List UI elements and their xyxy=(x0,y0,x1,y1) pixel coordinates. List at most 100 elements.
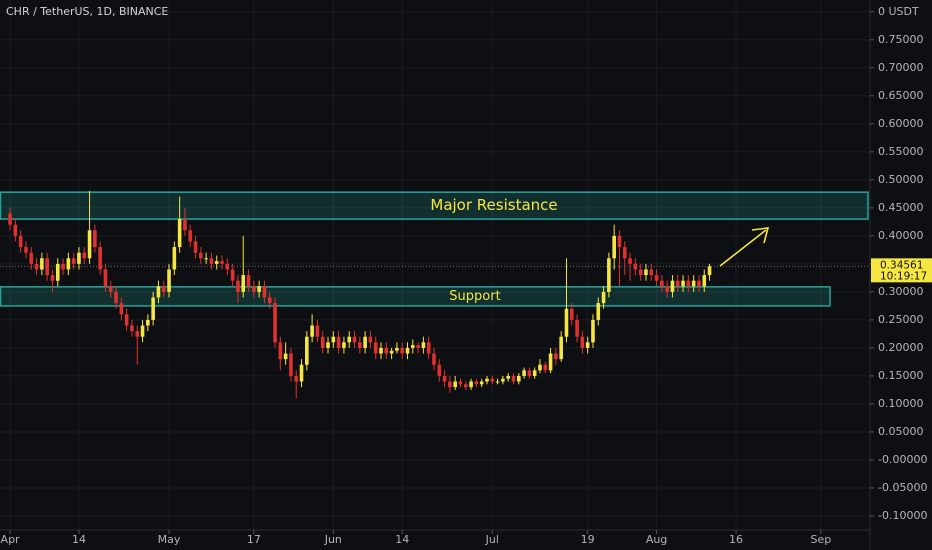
candle-body xyxy=(66,258,71,270)
y-tick-label: -0.05000 xyxy=(878,481,927,494)
candle-body xyxy=(161,286,166,292)
candle-body xyxy=(384,347,389,354)
candle-body xyxy=(230,269,235,281)
candle-body xyxy=(262,286,267,298)
candle-body xyxy=(607,258,611,292)
candle-body xyxy=(506,375,510,379)
arrow xyxy=(719,227,770,267)
candle-body xyxy=(532,370,537,376)
y-tick-label: 0.30000 xyxy=(878,285,924,298)
candle-body xyxy=(490,378,495,382)
candle-body xyxy=(649,269,654,276)
candle-body xyxy=(151,297,155,320)
candle-body xyxy=(686,280,691,287)
candle-body xyxy=(98,247,102,270)
candle-body xyxy=(601,291,606,304)
candle-body xyxy=(400,347,405,354)
candle-body xyxy=(368,336,373,343)
candle-body xyxy=(199,252,203,259)
candle-body xyxy=(363,336,367,348)
zone-label: Support xyxy=(449,289,500,304)
candle-body xyxy=(681,280,685,287)
candle-body xyxy=(522,370,526,376)
candle-body xyxy=(8,213,12,225)
candle-body xyxy=(564,308,569,337)
x-tick-label: 14 xyxy=(395,533,409,546)
candle-body xyxy=(193,241,198,253)
candle-body xyxy=(352,336,357,343)
candle-body xyxy=(299,364,304,382)
y-tick-label: 0.10000 xyxy=(878,397,924,410)
x-tick-label: Aug xyxy=(646,533,667,546)
candle-body xyxy=(267,297,272,304)
candle-body xyxy=(103,269,108,287)
candle-body xyxy=(40,258,44,270)
candle-body xyxy=(463,384,468,388)
candle-body xyxy=(411,345,415,348)
zone xyxy=(0,191,869,220)
y-tick-label: 0.20000 xyxy=(878,341,924,354)
candle-body xyxy=(93,230,97,248)
price-box-label: 0.34561 xyxy=(880,259,923,271)
candle-body xyxy=(702,275,707,287)
candle-body xyxy=(474,381,479,385)
candle-body xyxy=(34,263,39,270)
price-box-countdown: 10:19:17 xyxy=(880,270,927,282)
candle-body xyxy=(188,230,193,242)
x-tick-label: 16 xyxy=(729,533,743,546)
zone-label: Major Resistance xyxy=(430,196,557,214)
candle-body xyxy=(697,280,701,287)
candle-body xyxy=(596,303,601,320)
candle-body xyxy=(257,286,261,292)
candle-body xyxy=(501,378,505,382)
candle-body xyxy=(71,258,76,264)
y-tick-label: 0 USDT xyxy=(878,5,919,18)
x-tick-label: Sep xyxy=(810,533,831,546)
candle-body xyxy=(405,347,410,354)
candle-body xyxy=(77,252,81,264)
candle-body xyxy=(220,261,224,264)
candle-body xyxy=(225,263,230,270)
candle-body xyxy=(252,286,256,292)
y-tick-label: 0.40000 xyxy=(878,229,924,242)
y-tick-label: 0.15000 xyxy=(878,369,924,382)
candle-body xyxy=(622,247,627,259)
candle-body xyxy=(426,342,431,354)
candle-body xyxy=(654,275,659,281)
candle-body xyxy=(214,261,219,264)
candle-body xyxy=(140,325,145,337)
zone xyxy=(0,286,831,307)
candle-body xyxy=(543,364,548,371)
candle-body xyxy=(320,336,325,348)
candle-body xyxy=(665,286,669,292)
grid xyxy=(0,0,870,530)
candles xyxy=(8,191,712,399)
price-box xyxy=(871,258,932,283)
candle-body xyxy=(548,353,553,371)
x-tick-label: Jun xyxy=(324,533,342,546)
candle-body xyxy=(108,286,113,292)
candle-body xyxy=(135,331,140,337)
candle-body xyxy=(305,336,309,365)
candle-body xyxy=(559,336,563,360)
candle-body xyxy=(241,275,246,292)
candle-body xyxy=(283,353,288,360)
candle-body xyxy=(114,291,118,304)
candle-body xyxy=(358,342,362,348)
y-tick-label: -0.00000 xyxy=(878,453,927,466)
y-tick-label: 0.70000 xyxy=(878,61,924,74)
candle-body xyxy=(569,308,574,320)
candle-body xyxy=(87,230,92,259)
y-tick-label: 0.05000 xyxy=(878,425,924,438)
x-tick-label: 17 xyxy=(247,533,261,546)
candle-body xyxy=(50,275,55,281)
candle-body xyxy=(379,347,383,354)
chart-title: CHR / TetherUS, 1D, BINANCE xyxy=(6,5,168,18)
candle-body xyxy=(389,350,394,354)
candle-body xyxy=(82,252,87,259)
candle-body xyxy=(707,266,712,276)
candle-body xyxy=(421,342,426,348)
candle-body xyxy=(315,325,320,337)
